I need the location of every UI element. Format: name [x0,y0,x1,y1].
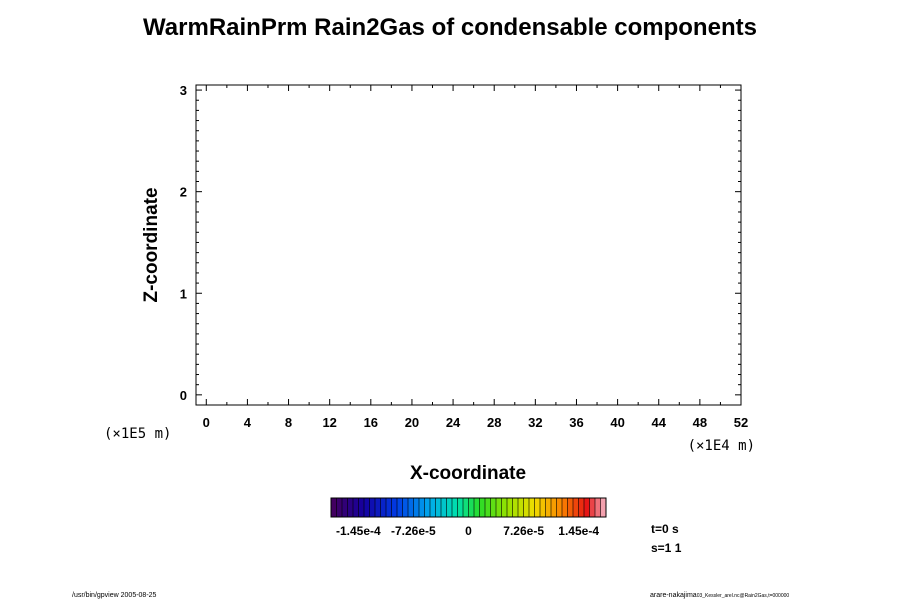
colorbar-cell [413,498,420,517]
colorbar-cell [545,498,552,517]
colorbar-cell [529,498,535,517]
colorbar-cell [457,498,464,517]
time-annotation: t=0 s [651,522,679,536]
x-tick-label: 44 [652,415,667,430]
colorbar-cell [364,498,370,517]
colorbar-cell [347,498,354,517]
x-tick-label: 4 [244,415,252,430]
colorbar-cell [446,498,453,517]
y-tick-label: 3 [180,83,187,98]
step-annotation: s=1 1 [651,541,682,555]
x-tick-label: 8 [285,415,292,430]
x-tick-label: 20 [405,415,419,430]
colorbar-cell [534,498,541,517]
colorbar-cell [523,498,530,517]
colorbar-cell [584,498,590,517]
y-tick-label: 2 [180,185,187,200]
colorbar-cell [331,498,337,517]
colorbar-cell [358,498,365,517]
colorbar-cell [380,498,387,517]
colorbar-cell [468,498,475,517]
colorbar-cell [342,498,348,517]
x-tick-label: 12 [322,415,336,430]
x-tick-label: 52 [734,415,748,430]
colorbar-cell [518,498,524,517]
footer-right: arare-nakajima03_Kessler_arel.nc@Rain2Ga… [650,592,789,599]
colorbar-cell [479,498,486,517]
x-tick-label: 0 [203,415,210,430]
colorbar-cell [600,498,607,517]
colorbar-cell [578,498,585,517]
x-tick-label: 48 [693,415,707,430]
colorbar-cell [573,498,579,517]
colorbar-cell [386,498,392,517]
chart-title: WarmRainPrm Rain2Gas of condensable comp… [143,14,757,41]
colorbar-label: 7.26e-5 [503,524,544,538]
x-tick-label: 40 [610,415,624,430]
colorbar-cell [397,498,403,517]
colorbar-cell [419,498,425,517]
colorbar-cell [490,498,497,517]
y-tick-label: 0 [180,388,187,403]
colorbar-cell [496,498,502,517]
colorbar-cell [567,498,574,517]
colorbar-cell [408,498,414,517]
colorbar-label: 1.45e-4 [558,524,599,538]
y-tick-label: 1 [180,286,187,301]
colorbar-cell [369,498,376,517]
y-unit-label: (×1E5 m) [104,426,171,442]
x-tick-label: 28 [487,415,501,430]
colorbar-cell [375,498,381,517]
colorbar-cell [336,498,343,517]
footer-left: /usr/bin/gpview 2005-08-25 [72,592,157,599]
colorbar-label: 0 [465,524,472,538]
x-tick-label: 16 [364,415,378,430]
colorbar-label: -7.26e-5 [391,524,436,538]
x-axis-title: X-coordinate [410,463,526,484]
colorbar-cell [551,498,557,517]
colorbar-cell [485,498,491,517]
colorbar-cell [589,498,596,517]
plot-frame [195,84,742,406]
colorbar-cell [441,498,447,517]
colorbar-cell [353,498,359,517]
x-unit-label: (×1E4 m) [688,438,755,454]
colorbar-frame [330,497,607,518]
x-tick-label: 32 [528,415,542,430]
colorbar-cell [452,498,458,517]
colorbar-cell [430,498,436,517]
colorbar-cell [595,498,601,517]
x-tick-label: 36 [569,415,583,430]
colorbar-cell [501,498,508,517]
colorbar-cell [435,498,442,517]
y-axis-title: Z-coordinate [141,187,162,302]
colorbar-cell [402,498,409,517]
colorbar-cell [391,498,398,517]
colorbar-cell [463,498,469,517]
colorbar-cell [474,498,480,517]
colorbar-cell [556,498,563,517]
colorbar-cell [507,498,513,517]
x-tick-label: 24 [446,415,461,430]
colorbar-cell [540,498,546,517]
colorbar-label: -1.45e-4 [336,524,381,538]
colorbar-cell [424,498,431,517]
colorbar-cell [562,498,568,517]
colorbar-cell [512,498,519,517]
